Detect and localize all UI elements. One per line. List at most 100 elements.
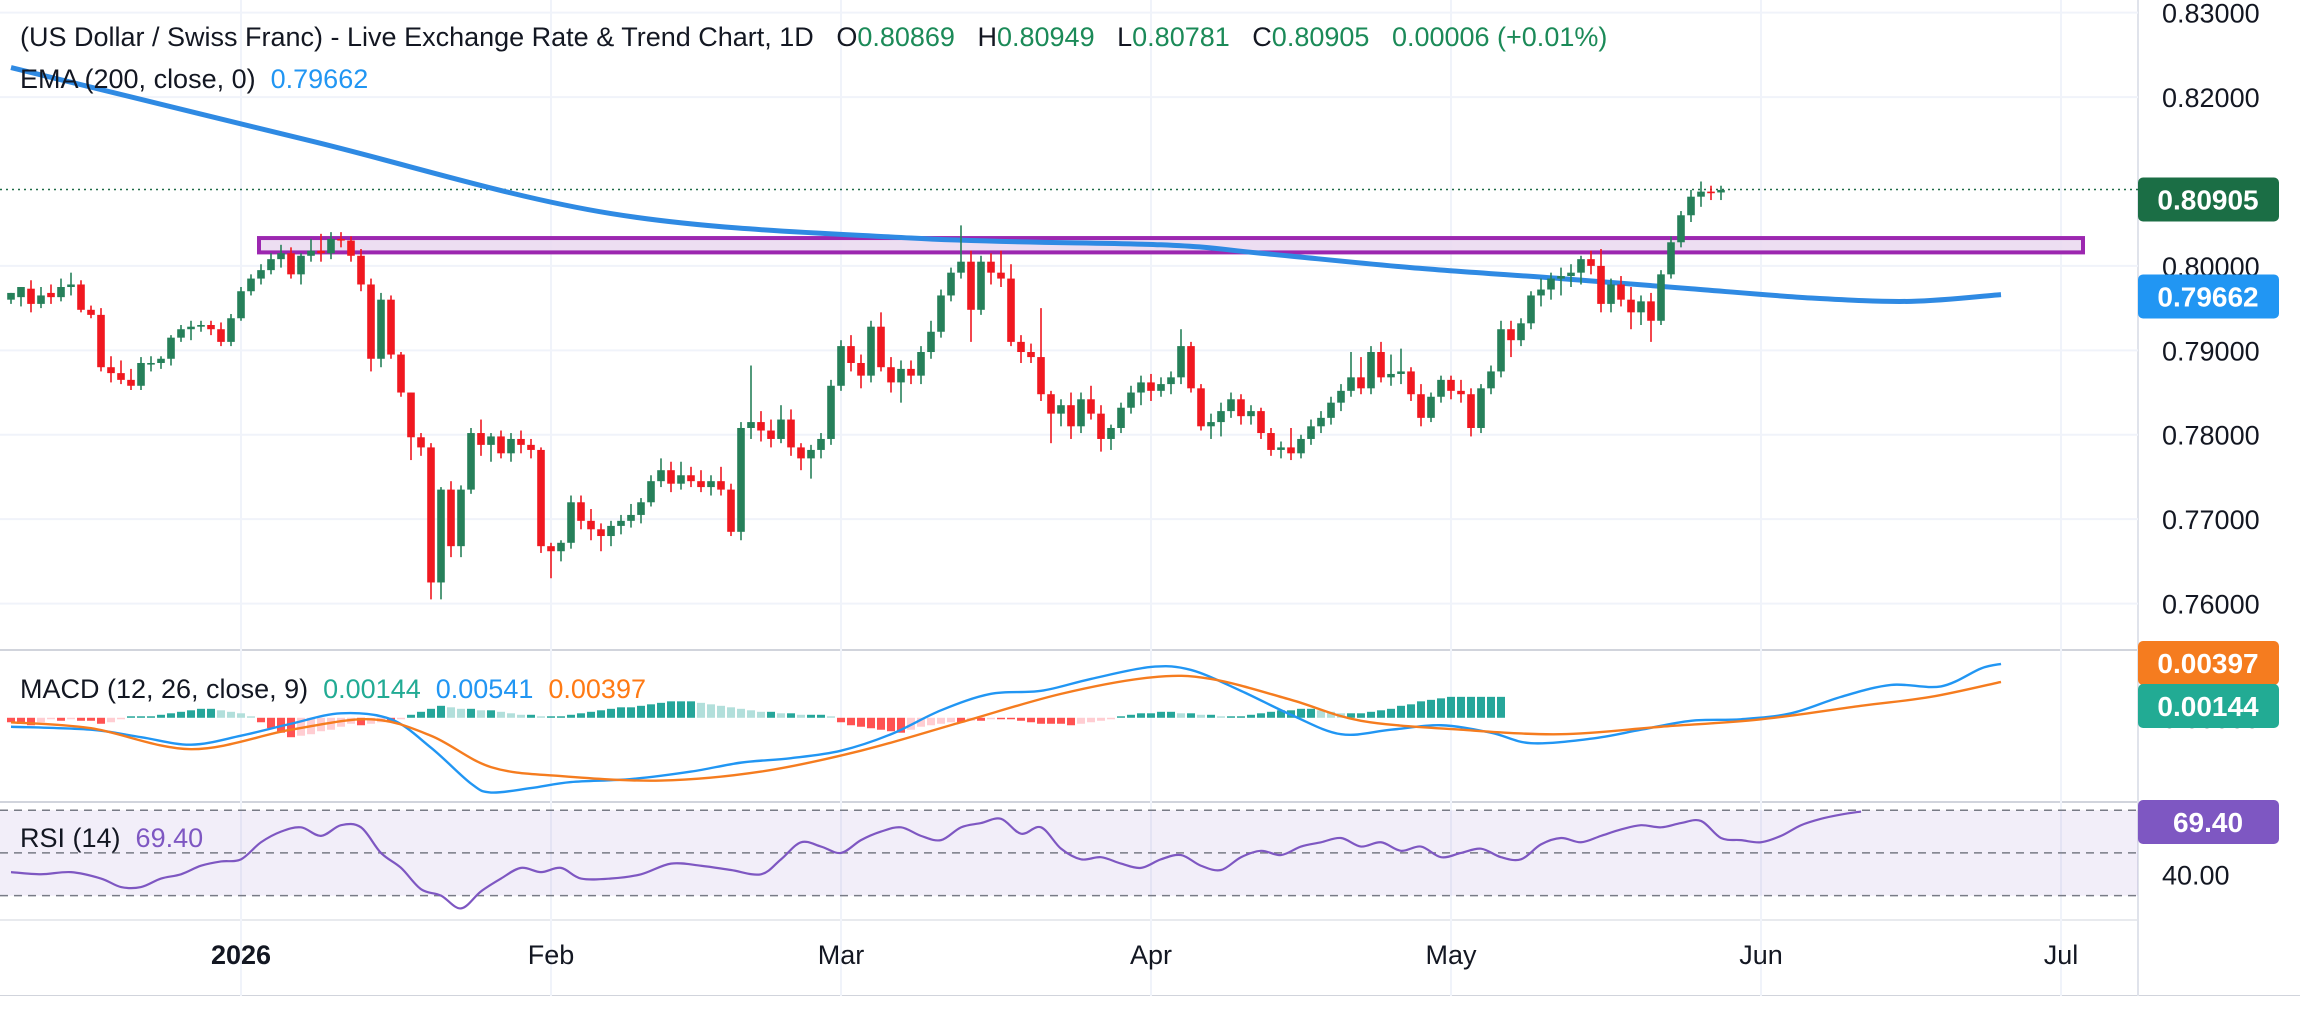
- candle-body: [177, 329, 185, 338]
- candle-body: [1327, 402, 1335, 418]
- candle-body: [1537, 289, 1545, 296]
- macd-histogram-bar: [147, 716, 155, 718]
- candle-body: [117, 373, 125, 380]
- rsi-tick-label: 40.00: [2162, 860, 2230, 890]
- macd-histogram-bar: [247, 716, 255, 718]
- candle-body: [597, 529, 605, 537]
- macd-histogram-bar: [447, 707, 455, 718]
- candle-body: [1567, 272, 1575, 277]
- candle-body: [347, 240, 355, 256]
- macd-histogram-bar: [827, 716, 835, 718]
- candle-body: [317, 250, 325, 254]
- candle-body: [1357, 377, 1365, 389]
- macd-histogram-bar: [1277, 710, 1285, 718]
- candle-body: [97, 314, 105, 368]
- macd-histogram-bar: [1097, 717, 1105, 721]
- candle-body: [147, 362, 155, 365]
- macd-histogram-bar: [167, 713, 175, 718]
- macd-histogram-bar: [1497, 696, 1505, 718]
- macd-histogram-bar: [477, 710, 485, 718]
- candle-body: [1137, 382, 1145, 393]
- symbol-title: (US Dollar / Swiss Franc) - Live Exchang…: [20, 22, 814, 52]
- candle-body: [1157, 384, 1165, 391]
- macd-histogram-bar: [567, 714, 575, 718]
- candle-body: [867, 326, 875, 376]
- candle-body: [1007, 278, 1015, 342]
- macd-histogram-bar: [1157, 711, 1165, 718]
- macd-histogram-bar: [927, 717, 935, 726]
- macd-line: [10, 662, 2002, 794]
- macd-histogram-bar: [597, 710, 605, 718]
- macd-histogram-bar: [357, 717, 365, 726]
- macd-histogram-bar: [957, 717, 965, 723]
- candle-body: [1437, 379, 1445, 397]
- ema-legend-value: 0.79662: [270, 64, 369, 94]
- candle-body: [407, 392, 415, 438]
- candle-body: [127, 379, 135, 386]
- candle-body: [1267, 433, 1275, 450]
- candle-body: [847, 346, 855, 363]
- macd-histogram-bar: [1487, 696, 1495, 718]
- axis-layer: 0.830000.820000.800000.790000.780000.770…: [211, 0, 2260, 970]
- candle-body: [1227, 399, 1235, 412]
- candle-body: [207, 325, 215, 330]
- candle-body: [397, 354, 405, 393]
- candle-body: [957, 261, 965, 273]
- ema-200-line: [10, 65, 2002, 304]
- macd-histogram-bar: [187, 710, 195, 718]
- macd-histogram-bar: [1207, 714, 1215, 718]
- candle-body: [137, 362, 145, 386]
- candle-body: [1017, 341, 1025, 353]
- candle-body: [587, 520, 595, 530]
- time-axis-label: 2026: [211, 940, 271, 970]
- macd-histogram-bar: [1367, 711, 1375, 718]
- candle-body: [1547, 278, 1555, 290]
- macd-histogram-bar: [1007, 717, 1015, 720]
- candle-body: [1387, 373, 1395, 378]
- macd-histogram-bar: [1017, 717, 1025, 721]
- macd-histogram-bar: [647, 704, 655, 718]
- candle-body: [367, 284, 375, 359]
- macd-histogram-bar: [1047, 717, 1055, 724]
- close-label: C: [1252, 22, 1272, 52]
- candle-body: [1557, 276, 1565, 279]
- candle-body: [1277, 447, 1285, 450]
- macd-histogram-bar: [627, 707, 635, 718]
- candle-body: [927, 331, 935, 353]
- candle-body: [7, 292, 15, 300]
- candle-body: [837, 346, 845, 386]
- candle-body: [1457, 390, 1465, 395]
- macd-histogram-bar: [137, 716, 145, 718]
- candle-body: [1237, 399, 1245, 417]
- ema-price-badge-text: 0.79662: [2157, 281, 2258, 312]
- macd-histogram-bar: [687, 701, 695, 718]
- macd-histogram-bar: [947, 717, 955, 723]
- candle-body: [1617, 284, 1625, 300]
- macd-legend: MACD (12, 26, close, 9) 0.00144 0.00541 …: [20, 674, 646, 705]
- macd-histogram-bar: [1397, 705, 1405, 718]
- candle-body: [337, 238, 345, 241]
- candle-body: [1057, 405, 1065, 414]
- candle-body: [577, 502, 585, 521]
- candle-body: [1427, 396, 1435, 418]
- ema-price-badge: 0.79662: [2138, 274, 2279, 319]
- macd-histogram-bar: [1237, 716, 1245, 718]
- macd-histogram-bar: [107, 717, 115, 723]
- candle-body: [1447, 379, 1455, 391]
- macd-histogram-bar: [707, 704, 715, 718]
- macd-histogram-bar: [1037, 717, 1045, 724]
- macd-histogram-bar: [1027, 717, 1035, 723]
- macd-histogram-bar: [847, 717, 855, 726]
- candle-body: [907, 368, 915, 376]
- macd-legend-macd: 0.00541: [435, 674, 534, 704]
- time-axis-label: Jun: [1739, 940, 1783, 970]
- candle-body: [357, 255, 365, 285]
- candle-body: [1027, 352, 1035, 358]
- candle-body: [1397, 371, 1405, 374]
- macd-histogram-bar: [817, 714, 825, 718]
- rsi-legend-label: RSI (14): [20, 823, 121, 853]
- macd-signal-badge-bg: [2138, 641, 2279, 685]
- candle-body: [1407, 371, 1415, 395]
- macd-histogram-bar: [657, 702, 665, 718]
- candle-body: [447, 489, 455, 547]
